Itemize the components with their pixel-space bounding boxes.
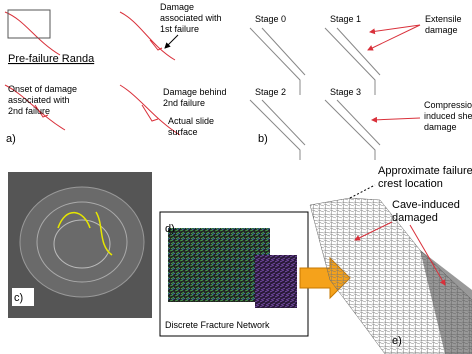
- stage-label: Stage 0: [255, 14, 286, 24]
- figure: Pre-failure Randa Damage associated with…: [0, 0, 472, 354]
- inset-box: [8, 10, 50, 38]
- panel-b: Stage 0 Stage 1 Stage 2 Stage 3 Extensil…: [250, 14, 472, 160]
- leader: [350, 185, 375, 198]
- panel-label: a): [6, 133, 16, 145]
- label: crest location: [378, 178, 443, 190]
- label: Approximate failure: [378, 165, 472, 177]
- panel-label: b): [258, 133, 268, 145]
- stage-label: Stage 2: [255, 87, 286, 97]
- slope: [5, 12, 60, 55]
- panel-e: Approximate failure crest location Cave-…: [310, 165, 472, 354]
- panel-label: c): [14, 292, 23, 304]
- panel-a: Pre-failure Randa Damage associated with…: [5, 2, 227, 145]
- dfn-block: [255, 255, 297, 308]
- label: associated with: [160, 13, 222, 23]
- stage-label: Stage 1: [330, 14, 361, 24]
- label: induced shear: [424, 111, 472, 121]
- stage-sketch: [250, 100, 305, 160]
- label: Extensile: [425, 14, 462, 24]
- label: Actual slide: [168, 116, 214, 126]
- label: associated with: [8, 95, 70, 105]
- dfn-block: [168, 228, 270, 302]
- stage-label: Stage 3: [330, 87, 361, 97]
- label: 2nd failure: [163, 98, 205, 108]
- caption: Pre-failure Randa: [8, 53, 95, 65]
- label: Onset of damage: [8, 84, 77, 94]
- label: Cave-induced: [392, 199, 460, 211]
- panel-c: c): [8, 172, 152, 318]
- stage-sketch: [325, 100, 380, 160]
- pit: [20, 187, 144, 297]
- panel-label: d): [165, 223, 175, 235]
- label: surface: [168, 127, 198, 137]
- caption: Discrete Fracture Network: [165, 320, 270, 330]
- label: Damage: [160, 2, 194, 12]
- label: 2nd failure: [8, 106, 50, 116]
- arrow: [165, 35, 178, 48]
- label: damage: [424, 122, 457, 132]
- label: Compression-: [424, 100, 472, 110]
- panel-label: e): [392, 335, 402, 347]
- label: damaged: [392, 212, 438, 224]
- label: damage: [425, 25, 458, 35]
- arrow: [372, 118, 420, 120]
- label: 1st failure: [160, 24, 199, 34]
- stage-sketch: [325, 28, 380, 95]
- stage-sketch: [250, 28, 305, 95]
- label: Damage behind: [163, 87, 227, 97]
